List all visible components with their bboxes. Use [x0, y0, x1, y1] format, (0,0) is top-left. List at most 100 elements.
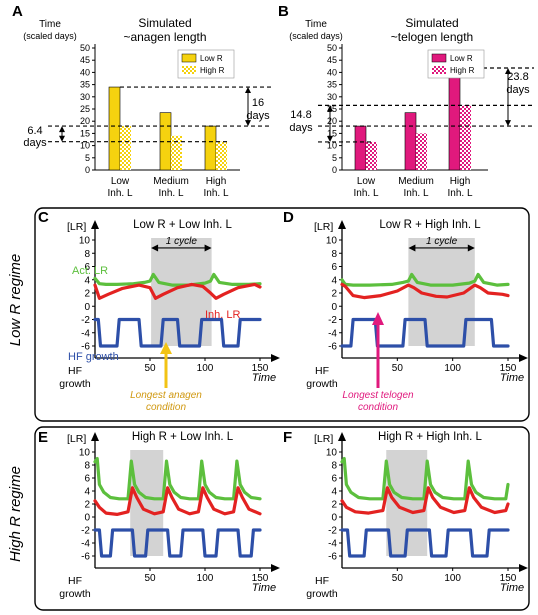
arrow-head — [245, 120, 251, 127]
x-axis-label: Time — [500, 582, 524, 594]
high-r-regime-label: High R regime — [7, 466, 24, 562]
y-tick-label: 10 — [79, 236, 91, 247]
arrow-head — [327, 135, 333, 142]
cycle-arrowhead-right — [467, 244, 475, 252]
bar-low-r — [354, 125, 367, 171]
y-tick-label: 6 — [84, 262, 90, 273]
series-line-inh-lr — [340, 282, 510, 300]
y-tick-label: 30 — [327, 92, 337, 102]
chart-title: Low R + Low Inh. L — [133, 219, 232, 231]
cycle-arrowhead-left — [408, 244, 416, 252]
anagen-text-line1: Longest anagen — [130, 390, 202, 401]
bar-high-r — [366, 141, 377, 170]
chart-b: Time (scaled days) Simulated ~telogen le… — [289, 16, 534, 199]
hf-label-line1: HF — [315, 365, 329, 377]
x-axis-label: Time — [252, 372, 276, 384]
x-tick-label: 150 — [500, 573, 517, 584]
y-axis-label: [LR] — [67, 221, 86, 233]
x-tick-label-line2: Inh. L — [158, 188, 183, 199]
y-tick-label: -2 — [81, 526, 90, 537]
y-tick-label: 2 — [84, 500, 90, 511]
telogen-text-line2: condition — [358, 402, 398, 413]
y-axis-arrowhead — [91, 220, 99, 229]
cycle-label: 1 cycle — [426, 236, 458, 247]
a-upper-value: 16 — [252, 97, 264, 109]
chart-title: High R + High Inh. L — [378, 431, 482, 443]
x-axis-label: Time — [500, 372, 524, 384]
x-axis-arrowhead — [271, 564, 280, 572]
x-tick-label: 50 — [392, 573, 404, 584]
x-tick-label: 100 — [444, 573, 461, 584]
y-tick-label: 20 — [80, 116, 90, 126]
bar-high-r — [171, 135, 182, 170]
y-tick-label: 2 — [331, 289, 337, 300]
legend-high-r: High R — [450, 66, 475, 75]
chart-title-line2: ~telogen length — [391, 30, 473, 44]
x-axis-arrowhead — [271, 354, 280, 362]
x-tick-label-line2: Inh. L — [353, 188, 378, 199]
series-line-inh-lr — [93, 282, 262, 300]
series-line-hf-growth — [340, 317, 510, 348]
chart-e: High R + Low Inh. L [LR] -6 -4 -2 0 2 4 6 8 10 50 10… — [59, 431, 280, 600]
y-tick-label: 4 — [84, 487, 90, 498]
y-tick-label: 50 — [80, 43, 90, 53]
y-tick-label: -6 — [328, 342, 337, 353]
x-axis-arrowhead — [519, 354, 528, 362]
hf-label-line1: HF — [315, 575, 329, 587]
b-lower-unit: days — [289, 122, 313, 134]
y-tick-label: -6 — [81, 552, 90, 563]
arrow-head — [327, 105, 333, 112]
y-tick-label: 8 — [84, 249, 90, 260]
y-tick-label: 6 — [331, 474, 337, 485]
x-tick-label: 100 — [444, 363, 461, 374]
y-tick-label: 0 — [331, 302, 337, 313]
y-tick-label: 10 — [80, 141, 90, 151]
chart-title-line1: Simulated — [138, 16, 191, 30]
legend-swatch-low-r — [181, 53, 197, 63]
y-axis-arrowhead — [338, 220, 346, 229]
y-tick-label: 10 — [327, 141, 337, 151]
cycle-label: 1 cycle — [166, 236, 198, 247]
panel-letter-e: E — [38, 429, 48, 446]
act-lr-label: Act. LR — [72, 265, 108, 277]
x-tick-label: 150 — [252, 363, 269, 374]
x-axis-arrowhead — [519, 564, 528, 572]
a-lower-value: 6.4 — [27, 125, 42, 137]
y-tick-label: 6 — [84, 474, 90, 485]
arrow-head — [245, 87, 251, 94]
y-tick-label: 2 — [84, 289, 90, 300]
x-tick-label-line1: Low — [111, 176, 130, 187]
chart-a: Time (scaled days) Simulated ~anagen len… — [23, 16, 272, 199]
hf-label-line2: growth — [306, 588, 338, 600]
y-tick-label: 45 — [80, 55, 90, 65]
cycle-arrowhead-right — [204, 244, 212, 252]
y-tick-label: 2 — [331, 500, 337, 511]
inh-lr-label: Inh. LR — [205, 309, 241, 321]
chart-c: Low R + Low Inh. L [LR] -6 -4 -2 0 2 4 6 8 10 50 100… — [59, 219, 280, 390]
x-tick-label-line1: Medium — [398, 176, 434, 187]
low-r-regime-label: Low R regime — [7, 254, 24, 347]
cycle-shade — [151, 238, 212, 346]
panel-letter-f: F — [283, 429, 292, 446]
hf-label-line1: HF — [68, 575, 82, 587]
chart-title-line1: Simulated — [405, 16, 458, 30]
b-lower-value: 14.8 — [290, 109, 311, 121]
x-tick-label: 100 — [197, 363, 214, 374]
b-upper-value: 23.8 — [507, 71, 528, 83]
y-tick-label: 0 — [85, 165, 90, 175]
bar-low-r — [404, 112, 417, 171]
arrow-head — [59, 135, 65, 142]
y-tick-label: 45 — [327, 55, 337, 65]
legend-low-r: Low R — [200, 54, 223, 63]
y-tick-label: -2 — [81, 315, 90, 326]
telogen-text-line1: Longest telogen — [342, 390, 414, 401]
y-tick-label: 8 — [331, 249, 337, 260]
a-lower-unit: days — [23, 137, 47, 149]
hf-label-line2: growth — [59, 378, 91, 390]
y-tick-label: 8 — [331, 461, 337, 472]
longest-anagen-annotation: Longest anagen condition — [130, 342, 202, 413]
arrow-head — [59, 126, 65, 133]
x-tick-label-line2: Inh. L — [447, 188, 472, 199]
y-tick-label: 4 — [331, 275, 337, 286]
series-line-hf-growth — [93, 317, 262, 348]
